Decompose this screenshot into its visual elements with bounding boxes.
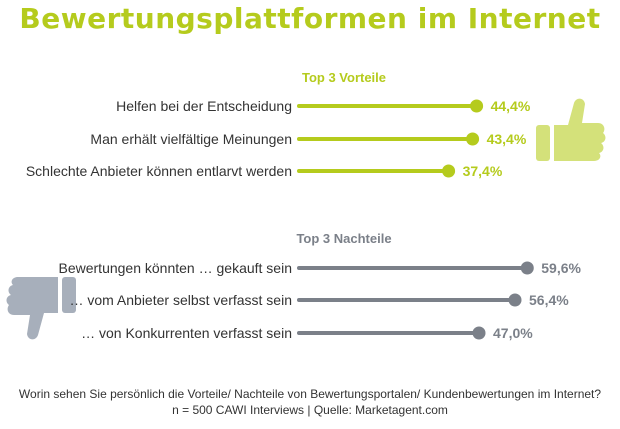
value-label: 43,4%	[487, 131, 527, 147]
bar-end-dot	[470, 99, 484, 113]
bar-end-dot	[442, 164, 456, 178]
category-label: Bewertungen könnten … gekauft sein	[59, 260, 293, 276]
value-label: 47,0%	[493, 325, 533, 341]
value-label: 59,6%	[541, 260, 581, 276]
section-title-top: Top 3 Vorteile	[302, 70, 386, 85]
thumbs-up-icon	[536, 98, 606, 161]
value-label: 37,4%	[463, 163, 503, 179]
category-label: Helfen bei der Entscheidung	[116, 98, 292, 114]
category-label: … vom Anbieter selbst verfasst sein	[69, 292, 292, 308]
bar-end-dot	[508, 293, 522, 307]
value-label: 44,4%	[491, 98, 531, 114]
bar-end-dot	[472, 326, 486, 340]
category-label: … von Konkurrenten verfasst sein	[81, 325, 292, 341]
thumbs-down-icon	[6, 277, 76, 340]
category-label: Man erhält vielfältige Meinungen	[90, 131, 292, 147]
survey-question: Worin sehen Sie persönlich die Vorteile/…	[18, 387, 602, 401]
bar-end-dot	[466, 132, 480, 146]
value-label: 56,4%	[529, 292, 569, 308]
bar-end-dot	[520, 261, 534, 275]
chart-footer: Worin sehen Sie persönlich die Vorteile/…	[0, 386, 620, 418]
survey-source: n = 500 CAWI Interviews | Quelle: Market…	[172, 403, 448, 417]
category-label: Schlechte Anbieter können entlarvt werde…	[26, 163, 292, 179]
chart-title: Bewertungsplattformen im Internet	[19, 2, 601, 35]
section-title-bottom: Top 3 Nachteile	[296, 231, 391, 246]
